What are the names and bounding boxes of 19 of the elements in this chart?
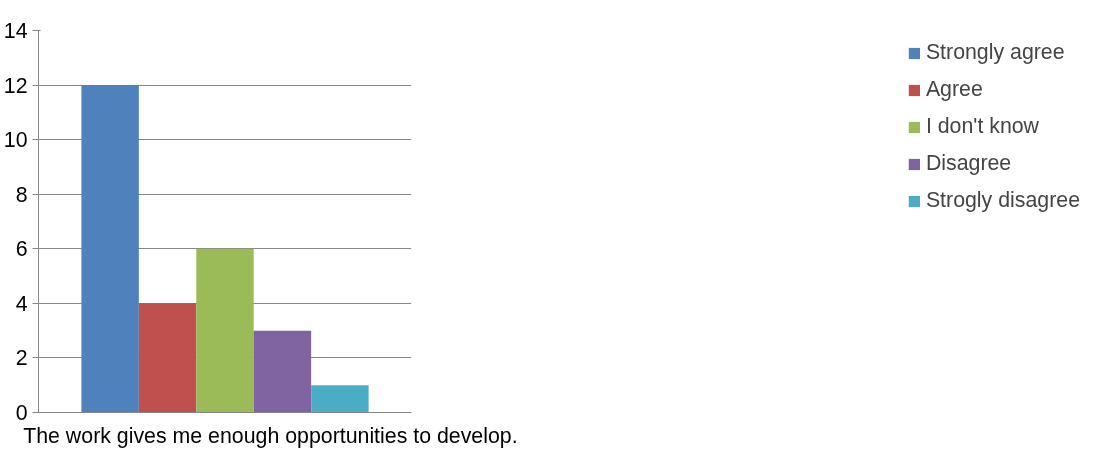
y-tick-label: 4 (15, 291, 28, 316)
bar (196, 248, 254, 413)
y-tick-label: 12 (3, 73, 28, 98)
legend-label: I don't know (925, 114, 1040, 139)
legend-label: Strogly disagree (925, 188, 1080, 213)
y-tick-label: 8 (15, 182, 28, 207)
x-tick-label: The work gives me enough opportunities to develop. (23, 423, 518, 448)
y-tick-label: 0 (15, 401, 28, 425)
legend-label: Disagree (925, 151, 1012, 176)
bar (311, 385, 369, 413)
bar (138, 303, 197, 413)
y-tick-label: 2 (15, 346, 28, 371)
y-tick-label: 14 (3, 19, 28, 43)
legend-label: Strongly agree (925, 40, 1065, 65)
bar (81, 85, 139, 413)
y-tick-label: 6 (15, 237, 28, 262)
bar (253, 330, 312, 413)
legend-label: Agree (925, 77, 983, 102)
y-tick-label: 10 (3, 128, 28, 153)
